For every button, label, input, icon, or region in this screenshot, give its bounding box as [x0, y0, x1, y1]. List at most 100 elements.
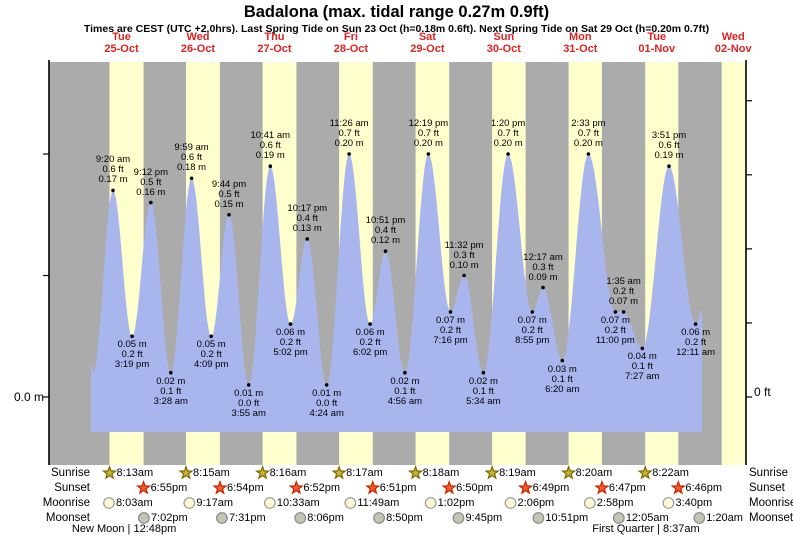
annotation-line: 3:51 pm [651, 130, 687, 142]
moonrise-icon [103, 497, 115, 509]
day-name: Mon [569, 31, 592, 43]
sunrise-time: 8:19am [499, 467, 536, 479]
annotation-line: 11:26 am [329, 118, 369, 129]
moonrise-icon [662, 497, 675, 509]
tide-annotation-high: 10:41 am 0.6 ft 0.19 m [250, 131, 290, 161]
row-label-moonset-right: Moonset [749, 512, 793, 524]
row-label-sunrise-left: Sunrise [51, 467, 90, 479]
annotation-line: 0.4 ft [374, 225, 397, 237]
sunrise-icon [484, 464, 500, 480]
tide-annotation-high: 9:12 pm 0.5 ft 0.16 m [134, 167, 168, 198]
tide-annotation-high: 10:17 pm 0.4 ft 0.13 m [287, 204, 327, 234]
tide-annotation-high: 9:59 am 0.6 ft 0.18 m [174, 143, 208, 173]
tide-extreme-dot [305, 237, 310, 241]
day-name: Tue [112, 31, 131, 43]
day-label: Wed 02-Nov [715, 31, 752, 55]
annotation-line: 0.5 ft [218, 188, 240, 200]
day-name: Tue [647, 31, 667, 43]
annotation-line: 0.2 ft [200, 349, 222, 361]
annotation-line: 0.0 ft [316, 397, 338, 409]
tide-extreme-dot [448, 310, 453, 314]
annotation-line: 0.1 ft [631, 361, 653, 373]
annotation-line: 6:20 am [545, 383, 580, 395]
annotation-line: 0.20 m [334, 138, 364, 149]
moonset-time: 9:45pm [465, 512, 503, 524]
annotation-line: 0.10 m [449, 259, 479, 271]
annotation-line: 12:17 am [523, 251, 563, 263]
annotation-line: 9:59 am [174, 142, 209, 154]
tide-extreme-dot [667, 164, 671, 168]
moonset-time: 10:51pm [545, 512, 589, 524]
tide-annotation-low: 0.01 m 0.0 ft 4:24 am [310, 388, 344, 419]
annotation-line: 0.4 ft [296, 213, 318, 225]
moonrise-icon [424, 497, 437, 509]
annotation-line: 0.07 m [436, 314, 466, 326]
row-label-moonrise-left: Moonrise [42, 497, 90, 509]
tide-annotation-high: 10:51 pm 0.4 ft 0.12 m [366, 216, 406, 246]
annotation-line: 0.7 ft [338, 128, 360, 139]
moonset-icon [294, 512, 307, 524]
sunset-time: 6:52pm [303, 482, 341, 494]
annotation-line: 0.3 ft [532, 261, 554, 273]
day-label: Thu 27-Oct [257, 31, 291, 55]
tide-extreme-dot [541, 285, 545, 290]
row-label-sunset-right: Sunset [749, 482, 785, 494]
sunset-icon [135, 479, 152, 495]
tide-annotation-high: 12:19 pm 0.7 ft 0.20 m [409, 119, 449, 149]
day-date: 31-Oct [563, 43, 598, 55]
annotation-line: 11:00 pm [595, 334, 635, 346]
moonrise-time: 9:17am [196, 497, 234, 509]
annotation-line: 0.7 ft [417, 128, 439, 139]
day-name: Fri [343, 31, 358, 43]
annotation-line: 10:51 pm [365, 215, 406, 227]
moonset-icon [138, 512, 150, 524]
annotation-line: 0.7 ft [497, 128, 519, 139]
annotation-line: 0.06 m [355, 327, 385, 339]
annotation-line: 8:55 pm [515, 334, 550, 346]
tide-annotation-high: 2:33 pm 0.7 ft 0.20 m [571, 119, 605, 149]
annotation-line: 0.20 m [413, 138, 443, 149]
annotation-line: 3:55 am [231, 407, 266, 419]
annotation-line: 0.2 ft [279, 337, 302, 349]
annotation-line: 0.1 ft [472, 385, 494, 397]
day-date: 27-Oct [257, 43, 292, 55]
annotation-line: 5:02 pm [273, 347, 308, 359]
annotation-line: 12:19 pm [408, 118, 449, 129]
annotation-line: 0.1 ft [551, 373, 573, 385]
annotation-line: 0.6 ft [102, 164, 124, 176]
moonrise-time: 11:49am [357, 497, 400, 509]
moonrise-icon [183, 497, 196, 509]
annotation-line: 2:33 pm [571, 118, 606, 129]
moon-phase-label: First Quarter | 8:37am [592, 523, 700, 535]
tide-annotation-high: 1:20 pm 0.7 ft 0.20 m [491, 119, 525, 149]
tide-extreme-dot [586, 152, 591, 156]
annotation-line: 1:20 pm [490, 118, 526, 129]
moonset-icon [373, 512, 385, 524]
annotation-line: 7:16 pm [433, 334, 468, 346]
tide-extreme-dot [506, 152, 510, 156]
annotation-line: 0.1 ft [394, 385, 416, 397]
tide-annotation-low: 0.06 m 0.2 ft 6:02 pm [353, 328, 387, 358]
tide-annotation-high: 1:35 am 0.2 ft 0.07 m [606, 276, 640, 307]
annotation-line: 0.02 m [390, 375, 420, 387]
tide-extreme-dot [403, 370, 407, 375]
annotation-line: 0.20 m [493, 138, 523, 149]
annotation-line: 10:41 am [250, 130, 291, 142]
tide-extreme-dot [189, 176, 194, 181]
tide-annotation-low: 0.07 m 0.2 ft 8:55 pm [515, 315, 550, 346]
annotation-line: 11:32 pm [444, 239, 484, 251]
annotation-line: 0.2 ft [604, 324, 626, 336]
annotation-line: 0.07 m [600, 314, 630, 326]
page-title: Badalona (max. tidal range 0.27m 0.9ft) [243, 3, 550, 21]
tide-annotation-high: 9:20 am 0.6 ft 0.17 m [96, 155, 130, 185]
annotation-line: 0.05 m [196, 339, 226, 351]
annotation-line: 0.20 m [573, 138, 603, 149]
moonrise-icon [344, 497, 357, 509]
tide-extreme-dot [324, 383, 329, 387]
tide-annotation-low: 0.02 m 0.1 ft 3:28 am [154, 376, 188, 407]
annotation-line: 10:17 pm [287, 203, 328, 215]
moonset-icon [452, 512, 465, 524]
tide-annotation-low: 0.06 m 0.2 ft 5:02 pm [273, 328, 307, 358]
